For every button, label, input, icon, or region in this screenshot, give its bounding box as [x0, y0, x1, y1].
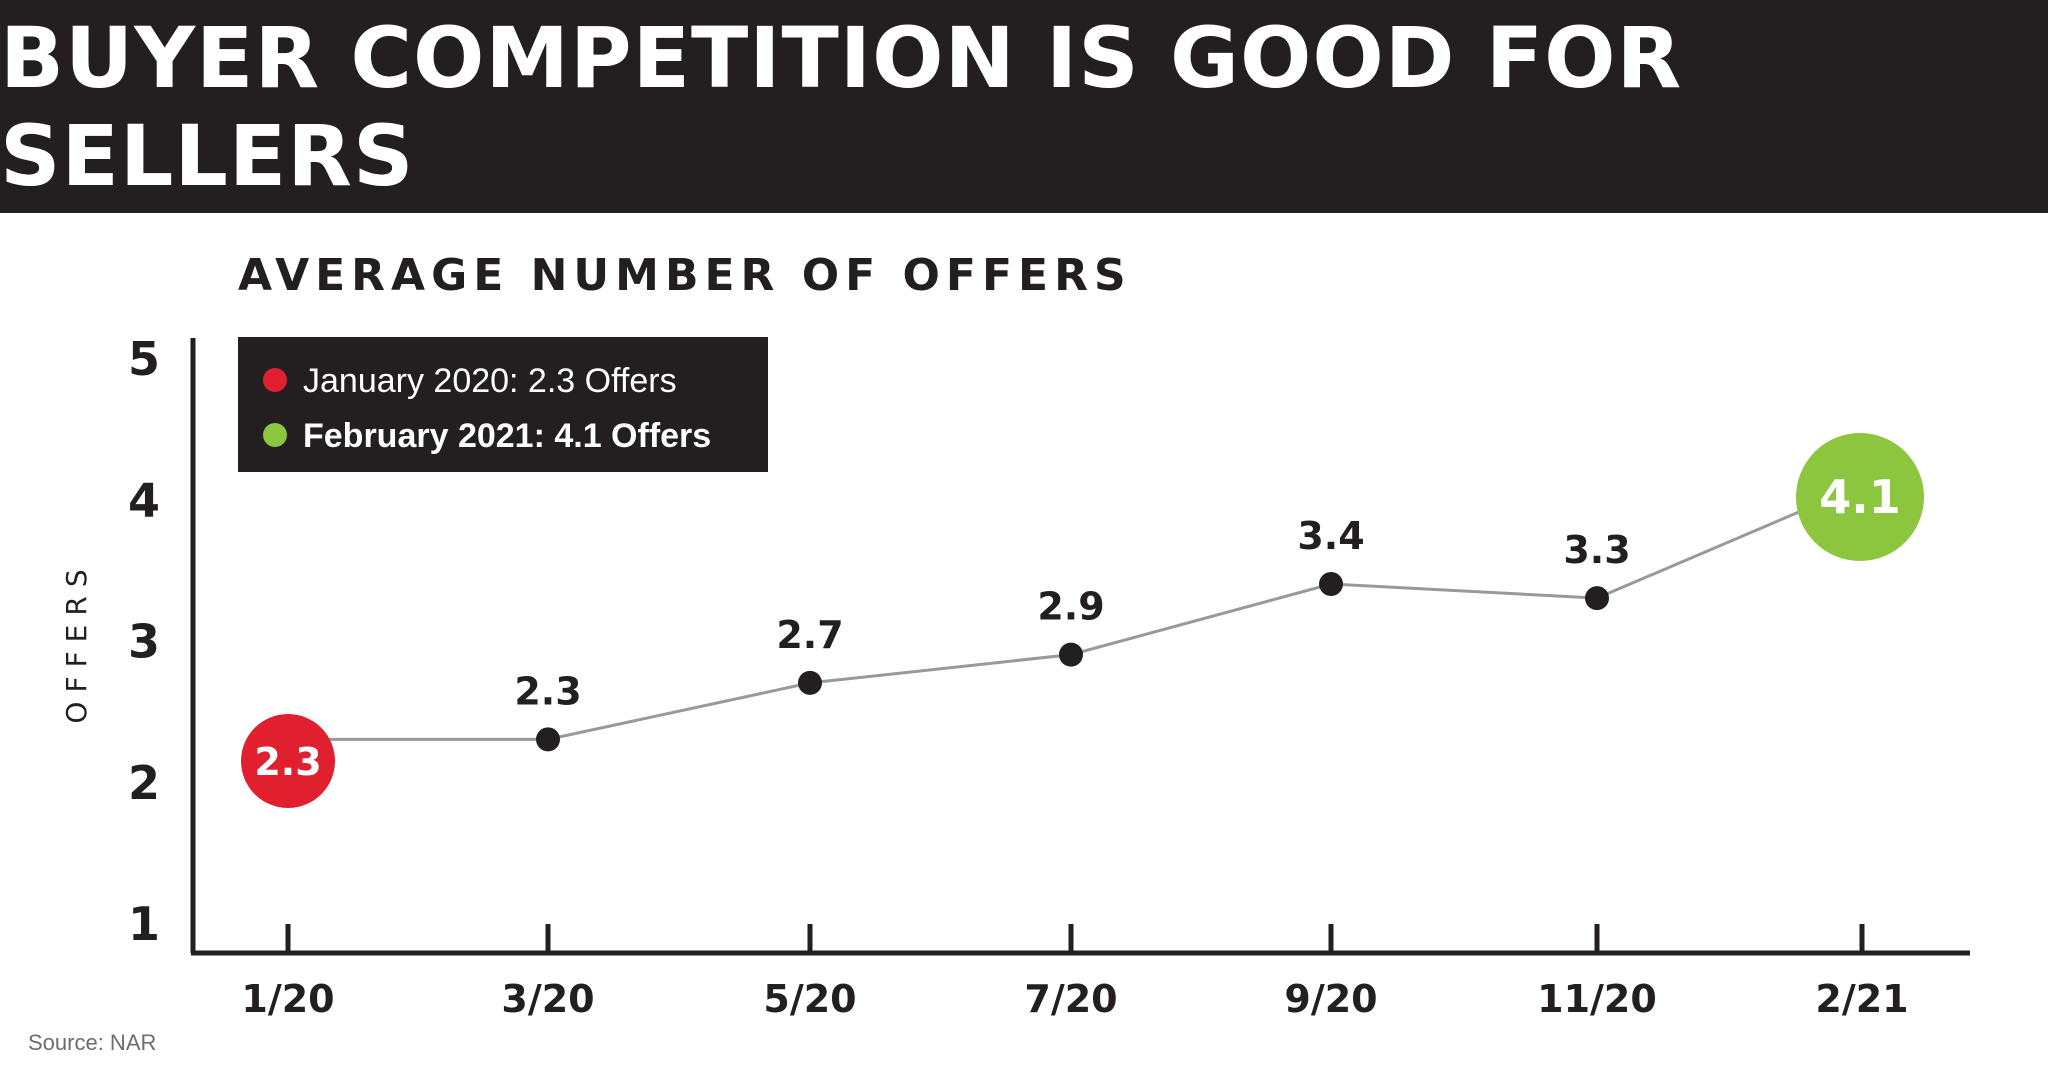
y-tick-label: 4	[128, 473, 160, 527]
x-tick-label: 7/20	[1024, 977, 1117, 1021]
data-point	[1059, 642, 1083, 667]
data-point	[536, 727, 560, 752]
data-label: 2.3	[514, 669, 581, 713]
x-tick-label: 3/20	[501, 977, 594, 1021]
data-label: 2.7	[776, 613, 843, 657]
data-label: 2.3	[254, 740, 321, 784]
title-banner: BUYER COMPETITION IS GOOD FOR SELLERS	[0, 0, 2048, 213]
highlight-point-end	[1796, 433, 1924, 561]
y-tick-label: 1	[128, 897, 160, 951]
data-label: 3.4	[1297, 514, 1364, 558]
legend-entry: January 2020: 2.3 Offers	[303, 362, 677, 400]
page-title: BUYER COMPETITION IS GOOD FOR SELLERS	[0, 8, 1683, 205]
data-label: 4.1	[1819, 470, 1901, 524]
legend-marker	[263, 368, 287, 392]
y-tick-label: 5	[128, 332, 160, 386]
x-tick-label: 2/21	[1815, 977, 1908, 1021]
chart-title: AVERAGE NUMBER OF OFFERS	[238, 250, 1132, 301]
x-tick-label: 5/20	[763, 977, 856, 1021]
data-point	[1319, 572, 1343, 596]
data-point	[1585, 586, 1609, 611]
x-tick-label: 9/20	[1284, 977, 1377, 1021]
data-point	[798, 670, 822, 695]
data-label: 2.9	[1037, 585, 1104, 629]
y-tick-label: 3	[128, 615, 160, 669]
highlight-point-start	[241, 714, 335, 808]
data-label: 3.3	[1563, 528, 1630, 572]
legend-entry: February 2021: 4.1 Offers	[303, 417, 711, 455]
y-tick-label: 2	[128, 756, 160, 810]
source-note: Source: NAR	[28, 1030, 157, 1055]
legend-marker	[263, 423, 287, 447]
legend-box	[238, 337, 768, 472]
x-tick-label: 11/20	[1537, 977, 1657, 1021]
y-axis-label: OFFERS	[60, 560, 93, 723]
x-tick-label: 1/20	[241, 977, 334, 1021]
